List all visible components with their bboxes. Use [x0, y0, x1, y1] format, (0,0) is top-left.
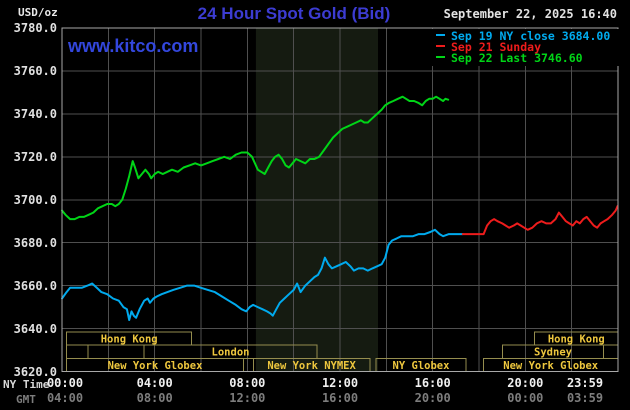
session-label: New York Globex — [503, 360, 599, 372]
plot-border — [61, 27, 619, 372]
x-tick-ny-20:00: 20:00 — [507, 376, 544, 390]
legend-dash-icon — [436, 45, 445, 47]
x-tick-gmt-00:00: 00:00 — [507, 391, 544, 405]
legend-label: Sep 21 Sunday — [451, 40, 542, 54]
x-tick-ny-12:00: 12:00 — [321, 376, 359, 390]
legend-item-sep19: Sep 19 NY close 3684.00 — [436, 29, 624, 43]
x-tick-gmt-20:00: 20:00 — [414, 391, 451, 405]
datetime-label: September 22, 2025 16:40 — [443, 7, 617, 21]
y-tick-3640: 3640.0 — [13, 321, 57, 336]
x-tick-gmt-16:00: 16:00 — [321, 391, 359, 405]
gmt-axis-label: GMT — [16, 393, 36, 406]
y-tick-3700: 3700.0 — [13, 192, 57, 207]
x-tick-ny-23:59: 23:59 — [566, 376, 604, 390]
series-line-sep19 — [61, 228, 464, 321]
legend-dash-icon — [436, 34, 445, 36]
legend-dash-icon — [436, 56, 445, 58]
y-tick-3760: 3760.0 — [13, 63, 57, 78]
x-tick-ny-04:00: 04:00 — [136, 376, 173, 390]
x-tick-gmt-08:00: 08:00 — [136, 391, 173, 405]
y-tick-3680: 3680.0 — [13, 235, 57, 250]
legend-item-sep21: Sep 21 Sunday — [436, 40, 624, 54]
session-label: Sydney — [534, 347, 573, 359]
x-tick-gmt-12:00: 12:00 — [229, 391, 266, 405]
session-label: Hong Kong — [548, 334, 605, 346]
legend-label: Sep 19 NY close 3684.00 — [451, 29, 611, 43]
chart-legend: Sep 19 NY close 3684.00 Sep 21 Sunday Sep … — [430, 29, 624, 66]
series-line-sep22 — [61, 95, 450, 221]
session-box — [87, 344, 145, 359]
legend-item-sep22: Sep 22 Last 3746.60 — [436, 51, 624, 65]
x-tick-ny-16:00: 16:00 — [414, 376, 451, 390]
y-tick-3720: 3720.0 — [13, 149, 57, 164]
series-line-sep21 — [461, 205, 619, 236]
y-tick-3740: 3740.0 — [13, 106, 57, 121]
unit-label: USD/oz — [18, 6, 58, 19]
ny-time-axis-label: NY Time — [3, 378, 50, 391]
y-tick-3780: 3780.0 — [13, 21, 57, 35]
chart-title: 24 Hour Spot Gold (Bid) — [197, 4, 391, 23]
x-tick-ny-08:00: 08:00 — [229, 376, 266, 390]
session-label: London — [212, 347, 250, 359]
kitco-watermark-link[interactable]: www.kitco.com — [68, 36, 199, 56]
y-tick-3660: 3660.0 — [13, 278, 57, 293]
x-tick-gmt-03:59: 03:59 — [566, 391, 604, 405]
session-label: NY Globex — [393, 360, 451, 372]
legend-label: Sep 22 Last 3746.60 — [451, 51, 583, 65]
session-label: Hong Kong — [101, 334, 158, 346]
y-tick-3620: 3620.0 — [13, 364, 57, 379]
session-label: New York Globex — [108, 360, 204, 372]
x-tick-ny-00:00: 00:00 — [46, 376, 84, 390]
session-label: New York NYMEX — [267, 360, 356, 372]
session-box — [66, 344, 89, 359]
x-tick-gmt-04:00: 04:00 — [46, 391, 84, 405]
